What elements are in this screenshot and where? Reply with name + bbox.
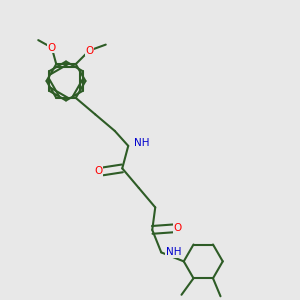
Text: NH: NH bbox=[166, 248, 181, 257]
Text: O: O bbox=[48, 43, 56, 52]
Text: NH: NH bbox=[134, 138, 150, 148]
Text: O: O bbox=[94, 167, 102, 176]
Text: O: O bbox=[85, 46, 93, 56]
Text: O: O bbox=[174, 224, 182, 233]
